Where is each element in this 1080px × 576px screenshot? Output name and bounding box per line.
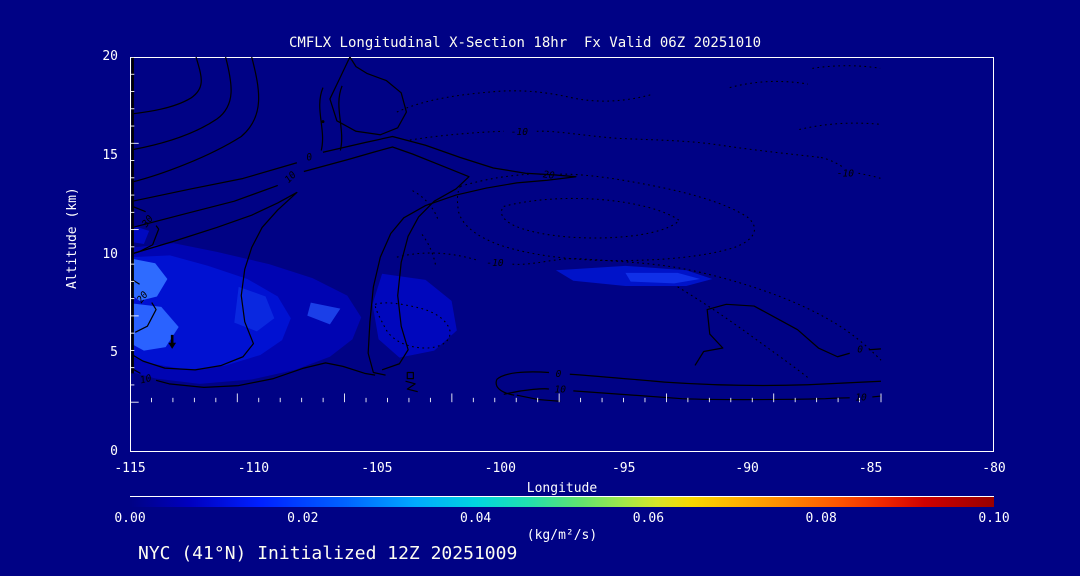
plot-title: CMFLX Longitudinal X-Section 18hr Fx Val… [288,35,761,51]
y-tick-5: 5 [110,345,118,361]
colorbar-units-label: (kg/m²/s) [526,528,598,543]
y-tick-0: 0 [110,444,118,459]
y-tick-10: 10 [102,246,118,262]
x-tick--95: -95 [611,461,636,476]
y-tick-15: 15 [102,147,118,163]
contour-label-0: 0 [305,152,313,164]
colorbar-tick-0.08: 0.08 [805,511,837,526]
axis-ticks [130,57,882,403]
x-tick--85: -85 [858,461,883,476]
x-tick--100: -100 [484,461,516,476]
filled-contour-shading [132,225,713,384]
colorbar-gradient [130,496,994,507]
init-caption: NYC (41°N) Initialized 12Z 20251009 [138,543,518,564]
colorbar-tick-0.10: 0.10 [978,511,1010,526]
contour-label-30: 30 [140,213,156,230]
contour-label-0: 0 [857,344,863,355]
colorbar-tick-0.02: 0.02 [287,511,319,526]
colorbar-tick-0.06: 0.06 [632,511,665,526]
x-tick--80: -80 [982,461,1006,476]
colorbar-tick-0.00: 0.00 [114,511,146,526]
contour-label-10: 10 [855,392,867,403]
dashed-contour-lines [374,65,882,379]
contour-label--20: -20 [537,168,556,181]
y-axis-title: Altitude (km) [65,187,80,289]
x-tick--115: -115 [114,461,146,476]
contour-label-10: 10 [555,385,567,396]
x-tick--110: -110 [237,461,270,476]
plot-area-frame [130,57,994,452]
point-markers [168,120,325,349]
contour-label--10: -10 [837,169,854,180]
x-tick--90: -90 [735,461,759,476]
y-tick-20: 20 [102,49,118,64]
contour-label-10: 10 [139,373,153,387]
contour-label--10: -10 [511,127,528,138]
solid-contour-lines [131,57,882,402]
contour-label-0: 0 [556,369,562,380]
contour-label-10: 10 [283,169,299,185]
colorbar-tick-0.04: 0.04 [459,511,492,526]
x-axis-title: Longitude [526,481,598,496]
contour-label--10: -10 [486,258,503,269]
x-tick--105: -105 [361,461,393,476]
